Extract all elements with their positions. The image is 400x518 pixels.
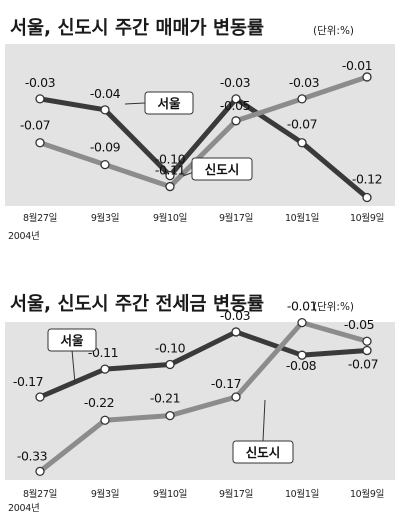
chart-2-point-new-towns-1 — [100, 415, 110, 425]
chart-1-x-tick-labels: 8월27일 9월3일 9월10일 9월17일 10월1일 10월9일 — [23, 212, 384, 224]
chart-1-point-new-towns-2 — [165, 181, 175, 192]
chart-1-x-tick-1: 9월3일 — [91, 212, 119, 224]
chart-1-point-seoul-4 — [297, 138, 307, 148]
chart-1-data-label-seoul-1: -0.04 — [90, 86, 121, 101]
chart-2-x-tick-labels: 8월27일 9월3일 9월10일 9월17일 10월1일 10월9일 — [23, 488, 384, 500]
chart-1-point-new-towns-1 — [100, 159, 110, 170]
chart-1-data-label-seoul-2: -0.10 — [155, 152, 186, 167]
chart-1-x-tick-3: 9월17일 — [219, 212, 253, 224]
chart-1-point-new-towns-0 — [35, 138, 45, 148]
chart-1-series-tag-box-new-towns — [191, 157, 253, 181]
chart-1-point-new-towns-3 — [231, 116, 241, 126]
chart-2-data-label-new-towns-0: -0.33 — [17, 448, 47, 463]
chart-2-year-label: 2004년 — [8, 503, 39, 514]
chart-1-series-lines — [35, 72, 372, 203]
chart-2-x-tick-2: 9월10일 — [153, 488, 187, 500]
chart-2-point-new-towns-2 — [165, 410, 175, 421]
chart-2-data-label-seoul-2: -0.10 — [155, 340, 186, 355]
chart-2-x-tick-0: 8월27일 — [23, 488, 57, 500]
chart-2-point-seoul-3 — [231, 327, 241, 337]
chart-1-point-seoul-1 — [100, 105, 110, 115]
chart-2-x-tick-4: 10월1일 — [285, 488, 319, 500]
chart-2-series-tag-box-new-towns — [232, 440, 294, 464]
chart-1-data-label-new-towns-4: -0.03 — [289, 75, 319, 90]
chart-1: 서울, 신도시 주간 매매가 변동률 (단위:%) -0.03 -0.04 -0.1… — [5, 18, 395, 242]
chart-1-x-tick-0: 8월27일 — [23, 212, 57, 224]
chart-1-point-new-towns-4 — [297, 94, 307, 104]
chart-1-data-label-new-towns-0: -0.07 — [20, 118, 50, 133]
chart-2-data-label-new-towns-1: -0.22 — [84, 395, 114, 410]
chart-2-point-seoul-4 — [297, 350, 307, 360]
chart-1-data-label-seoul-0: -0.03 — [25, 75, 55, 90]
chart-1-point-seoul-5 — [362, 192, 372, 203]
chart-1-line-seoul — [37, 96, 370, 201]
chart-1-x-tick-4: 10월1일 — [285, 212, 319, 224]
chart-2-line-seoul — [37, 329, 370, 400]
chart-1-series-name-new-towns: 신도시 — [205, 162, 240, 177]
chart-2-point-new-towns-3 — [231, 392, 241, 402]
chart-1-data-label-seoul-4: -0.07 — [287, 117, 317, 132]
chart-2-data-label-seoul-0: -0.17 — [13, 374, 43, 389]
chart-1-point-new-towns-5 — [362, 72, 372, 82]
chart-2-x-tick-5: 10월9일 — [350, 488, 384, 500]
chart-2-point-seoul-1 — [100, 364, 110, 374]
chart-1-x-tick-5: 10월9일 — [350, 212, 384, 224]
chart-1-point-seoul-0 — [35, 94, 45, 104]
chart-1-data-label-new-towns-3: -0.05 — [220, 98, 250, 113]
chart-2-line-new-towns — [37, 320, 370, 474]
chart-1-data-label-new-towns-1: -0.09 — [90, 140, 121, 155]
chart-2-x-tick-1: 9월3일 — [91, 488, 119, 500]
chart-1-plot-background — [5, 44, 395, 206]
chart-2-series-name-new-towns: 신도시 — [246, 445, 281, 460]
chart-2-x-tick-3: 9월17일 — [219, 488, 253, 500]
chart-1-point-seoul-2 — [165, 170, 175, 181]
chart-2-data-label-seoul-5: -0.07 — [348, 357, 378, 372]
chart-1-point-seoul-3 — [231, 94, 241, 104]
chart-1-line-new-towns — [37, 74, 370, 190]
chart-1-leader-seoul — [124, 102, 146, 105]
chart-2-data-label-new-towns-4: -0.01 — [287, 299, 317, 314]
chart-2-point-new-towns-4 — [297, 317, 307, 328]
chart-2-leader-new-towns — [262, 399, 266, 442]
chart-1-data-label-seoul-5: -0.12 — [352, 172, 382, 187]
chart-1-data-labels: -0.03 -0.04 -0.10 -0.03 -0.07 -0.12 -0.07 -0.09… — [20, 58, 383, 187]
chart-2-leader-seoul — [71, 349, 76, 384]
chart-1-data-label-new-towns-2: -0.11 — [155, 163, 185, 178]
chart-2-data-label-new-towns-2: -0.21 — [150, 391, 180, 406]
chart-2: 서울, 신도시 주간 전세금 변동률 (단위:%) -0.17-0.11 -0.1… — [5, 294, 395, 514]
chart-2-point-seoul-0 — [35, 392, 45, 402]
chart-2-point-new-towns-0 — [35, 466, 45, 477]
chart-2-point-seoul-5 — [362, 345, 372, 356]
chart-2-data-label-new-towns-5: -0.05 — [344, 317, 374, 332]
chart-2-data-label-seoul-4: -0.08 — [286, 358, 317, 373]
chart-1-series-name-seoul: 서울 — [157, 96, 181, 111]
chart-1-x-tick-2: 9월10일 — [153, 212, 187, 224]
chart-1-data-label-new-towns-5: -0.01 — [342, 58, 372, 73]
chart-2-unit-label: (단위:%) — [313, 300, 354, 313]
chart-1-unit-label: (단위:%) — [313, 24, 354, 37]
chart-2-point-seoul-2 — [165, 359, 175, 370]
chart-2-data-label-new-towns-3: -0.17 — [211, 376, 241, 391]
chart-2-series-tag-box-seoul — [47, 328, 97, 352]
chart-2-series-name-seoul: 서울 — [60, 333, 84, 348]
chart-2-data-labels: -0.17-0.11 -0.10-0.03-0.08 -0.07-0.33-0.22… — [13, 299, 379, 464]
chart-1-title: 서울, 신도시 주간 매매가 변동률 — [10, 18, 264, 39]
chart-1-data-label-seoul-3: -0.03 — [220, 75, 250, 90]
chart-1-series-tag-box-seoul — [144, 91, 194, 115]
chart-2-point-new-towns-5 — [362, 336, 372, 346]
chart-2-series-lines — [35, 317, 372, 477]
chart-2-title: 서울, 신도시 주간 전세금 변동률 — [10, 294, 264, 315]
chart-2-data-label-seoul-3: -0.03 — [220, 308, 250, 323]
chart-1-year-label: 2004년 — [8, 231, 39, 242]
